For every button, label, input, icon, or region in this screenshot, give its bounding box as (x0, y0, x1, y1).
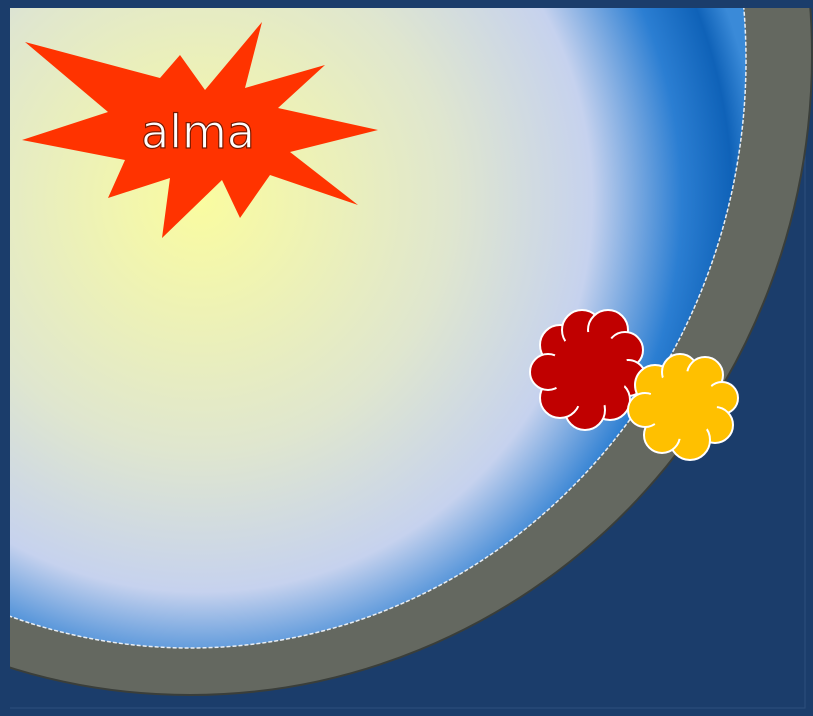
left-edge (0, 0, 10, 716)
page: {"starburst": {"label": "alma"}} alma ((… (0, 0, 813, 716)
illustration: alma (0, 0, 813, 716)
starburst-label: alma (141, 105, 255, 159)
top-edge (0, 0, 813, 8)
